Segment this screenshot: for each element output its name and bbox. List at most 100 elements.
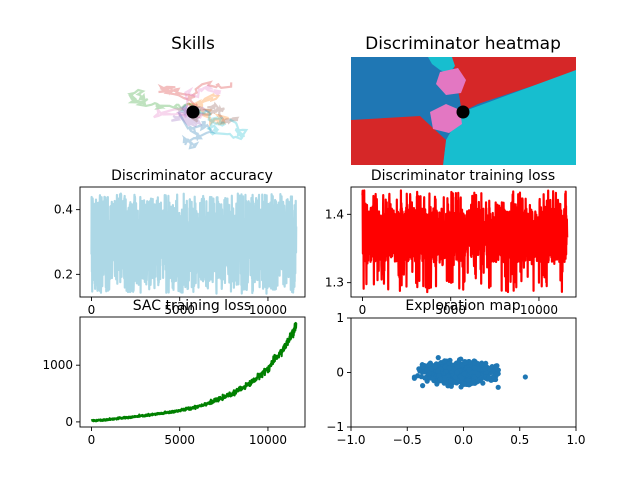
- sac-loss-xtick-label: 0: [88, 433, 96, 447]
- exploration-point: [454, 369, 460, 375]
- skills-position-marker: [186, 105, 200, 119]
- exploration-point: [475, 377, 481, 384]
- exploration-point: [437, 376, 443, 382]
- exploration-point: [459, 375, 465, 381]
- heatmap-region-cyan-top: [428, 57, 455, 74]
- exploration-point: [428, 366, 434, 372]
- exploration-point: [424, 367, 430, 373]
- disc-loss-xtick-label: 0: [359, 303, 367, 317]
- exploration-point: [470, 380, 476, 386]
- exploration-xtick-label: 0.0: [454, 433, 473, 447]
- exploration-point: [435, 368, 441, 374]
- accuracy-frame: [79, 186, 306, 298]
- exploration-point: [417, 368, 423, 374]
- exploration-point: [452, 374, 458, 380]
- exploration-point: [487, 366, 493, 372]
- disc-loss-panel: Discriminator training loss 0 5000 10000 1.…: [325, 168, 577, 317]
- exploration-point: [466, 382, 472, 388]
- exploration-axes: −1.0 −0.5 0.0 0.5 1.0 −1 0 1: [326, 311, 585, 447]
- accuracy-line: [90, 192, 298, 295]
- exploration-point: [432, 363, 438, 370]
- skill-trajectory: [171, 104, 210, 128]
- sac-loss-panel: 0 5000 10000 0 1000 SAC training loss: [42, 298, 306, 447]
- skill-trajectory: [192, 109, 249, 141]
- exploration-point: [420, 363, 426, 370]
- heatmap-region-pink-top: [436, 68, 466, 95]
- exploration-point: [493, 363, 499, 369]
- accuracy-axes: 0 5000 10000 0.2 0.4: [54, 186, 306, 317]
- exploration-point: [480, 380, 486, 386]
- exploration-point: [461, 371, 468, 377]
- exploration-xtick-label: 1.0: [566, 433, 585, 447]
- exploration-point: [442, 375, 448, 381]
- heatmap-region-cyan-right: [443, 70, 576, 165]
- exploration-point: [472, 365, 478, 371]
- accuracy-xtick-label: 0: [88, 303, 96, 317]
- skill-trajectory: [186, 93, 229, 128]
- disc-loss-line: [361, 189, 569, 294]
- skills-title: Skills: [171, 34, 215, 54]
- exploration-point: [462, 360, 468, 366]
- exploration-point: [522, 374, 528, 380]
- disc-loss-axes: 0 5000 10000 1.3 1.4: [325, 186, 577, 317]
- sac-loss-line: [90, 321, 298, 423]
- skill-trajectory: [157, 80, 233, 111]
- exploration-point: [486, 374, 492, 381]
- accuracy-ytick-label: 0.2: [54, 267, 73, 281]
- heatmap-position-marker: [456, 105, 470, 119]
- exploration-ytick-label: 1: [336, 311, 344, 325]
- disc-loss-frame: [350, 186, 577, 298]
- accuracy-series: [90, 192, 298, 295]
- exploration-point: [435, 355, 441, 361]
- skills-panel: Skills: [127, 34, 249, 150]
- exploration-xtick-label: 0.5: [510, 433, 529, 447]
- exploration-point: [448, 378, 454, 384]
- disc-loss-xtick-label: 10000: [520, 303, 558, 317]
- exploration-point: [447, 365, 453, 371]
- accuracy-xtick-label: 10000: [249, 303, 287, 317]
- accuracy-panel: Discriminator accuracy 0 5000 10000 0.2 0.4: [54, 168, 306, 317]
- sac-loss-xtick-label: 10000: [249, 433, 287, 447]
- heatmap-panel: Discriminator heatmap: [351, 34, 576, 165]
- exploration-xtick-label: −0.5: [393, 433, 422, 447]
- sac-loss-axes: 0 5000 10000 0 1000: [42, 316, 306, 447]
- exploration-panel: −1.0 −0.5 0.0 0.5 1.0 −1 0 1 Exploration map: [326, 298, 585, 447]
- accuracy-ytick-label: 0.4: [54, 203, 73, 217]
- sac-loss-ytick-label: 1000: [42, 358, 73, 372]
- sac-loss-xtick-label: 5000: [164, 433, 195, 447]
- exploration-point: [479, 362, 485, 368]
- disc-loss-ytick-label: 1.4: [325, 207, 344, 221]
- exploration-point: [465, 377, 472, 383]
- heatmap-title: Discriminator heatmap: [365, 34, 561, 54]
- exploration-point: [442, 358, 448, 364]
- sac-loss-series: [90, 321, 298, 423]
- exploration-point: [455, 364, 461, 370]
- exploration-point: [495, 384, 501, 390]
- exploration-point: [426, 362, 432, 368]
- exploration-ytick-label: 0: [336, 366, 344, 380]
- disc-loss-ytick-label: 1.3: [325, 276, 344, 290]
- exploration-ytick-label: −1: [326, 420, 344, 434]
- exploration-point: [422, 375, 428, 381]
- exploration-points: [411, 355, 528, 390]
- exploration-point: [482, 366, 488, 372]
- disc-loss-series: [361, 189, 569, 294]
- exploration-xtick-label: −1.0: [336, 433, 365, 447]
- skill-trajectory: [127, 88, 202, 116]
- exploration-point: [461, 381, 467, 387]
- sac-loss-title: SAC training loss: [133, 298, 251, 314]
- exploration-point: [466, 367, 472, 373]
- accuracy-title: Discriminator accuracy: [111, 168, 273, 184]
- heatmap-region-pink-mid: [430, 104, 462, 133]
- disc-loss-xtick-label: 5000: [435, 303, 466, 317]
- disc-loss-title: Discriminator training loss: [371, 168, 555, 184]
- heatmap-region-red-upper: [452, 57, 576, 112]
- sac-loss-frame: [79, 316, 306, 428]
- exploration-point: [458, 356, 464, 362]
- heatmap-region-red-lower: [351, 116, 446, 165]
- accuracy-xtick-label: 5000: [164, 303, 195, 317]
- exploration-title: Exploration map: [405, 298, 520, 314]
- heatmap-canvas: [351, 57, 576, 165]
- skill-trajectory: [177, 103, 216, 150]
